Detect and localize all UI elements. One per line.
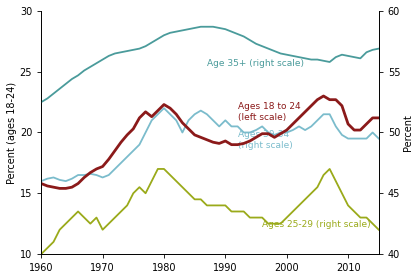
Text: Ages 25-29 (right scale): Ages 25-29 (right scale) (262, 220, 371, 229)
Y-axis label: Percent (ages 18-24): Percent (ages 18-24) (7, 81, 17, 184)
Text: Ages 18 to 24
(left scale): Ages 18 to 24 (left scale) (238, 102, 300, 122)
Text: Ages 30-34
(right scale): Ages 30-34 (right scale) (238, 130, 292, 150)
Text: Age 35+ (right scale): Age 35+ (right scale) (207, 59, 304, 68)
Y-axis label: Percent: Percent (403, 114, 413, 151)
